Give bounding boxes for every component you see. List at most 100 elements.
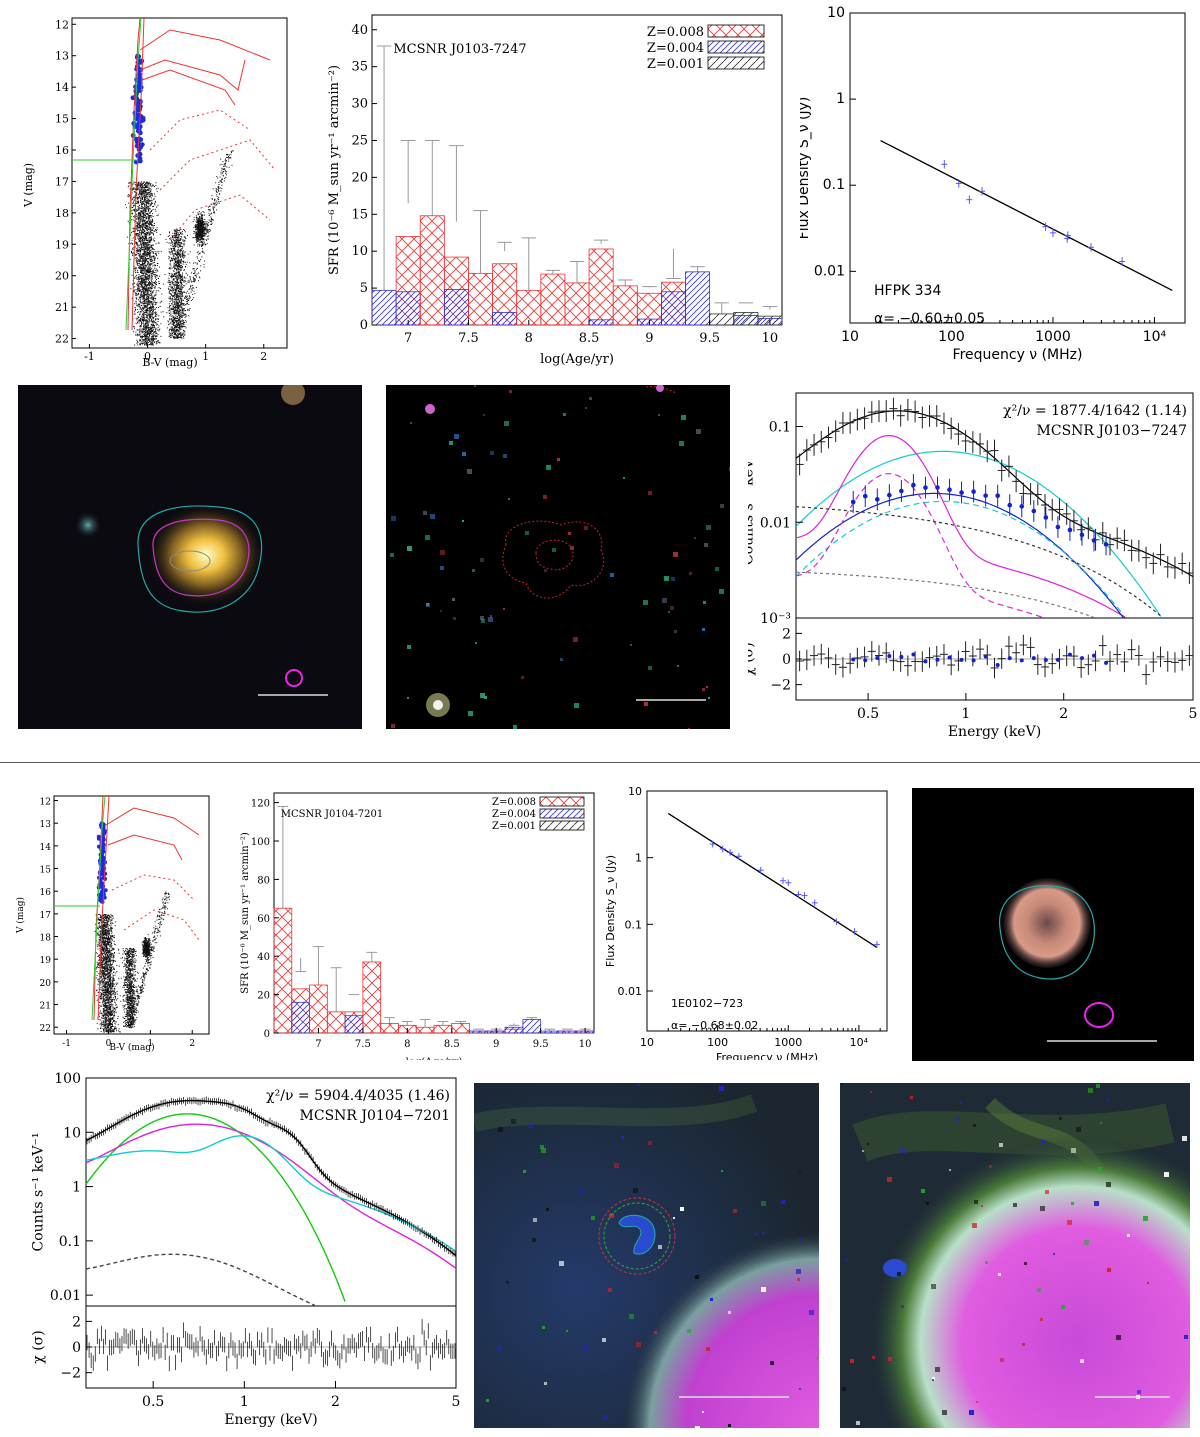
cmd-star-point: [134, 309, 136, 311]
cmd-star-point: [197, 232, 199, 234]
cmd-star-point: [147, 315, 149, 317]
cmd-star-point: [170, 260, 171, 262]
cmd-star-point: [140, 282, 142, 284]
cmd-star-point: [148, 322, 150, 324]
cmd-star-point: [154, 225, 155, 227]
cmd-star-point: [144, 319, 145, 321]
cmd-star-point: [176, 327, 178, 328]
cmd-star-point: [149, 252, 151, 254]
cmd-star-point: [182, 266, 183, 267]
cmd-star-point: [144, 312, 146, 313]
cmd-star-point: [143, 252, 145, 253]
cmd-star-point: [136, 187, 138, 189]
cmd-star-point: [138, 233, 140, 235]
cmd-star-point: [149, 294, 151, 296]
cmd-star-point: [180, 250, 182, 252]
cmd-star-point: [144, 209, 146, 211]
cmd-star-point: [144, 242, 146, 244]
cmd-star-point: [149, 272, 151, 274]
cmd-star-point: [152, 213, 153, 215]
cmd-star-point: [146, 281, 148, 283]
cmd-star-point: [143, 214, 145, 216]
cmd-star-point: [183, 262, 185, 263]
cmd-star-point: [144, 191, 146, 193]
cmd-star-point: [146, 328, 147, 330]
cmd-star-point: [141, 197, 142, 199]
cmd-star-point: [142, 300, 144, 302]
cmd-star-point: [159, 288, 161, 289]
cmd-star-point: [169, 335, 171, 337]
cmd-star-point: [222, 168, 224, 170]
cmd-star-point: [149, 228, 151, 230]
cmd-star-point: [175, 251, 177, 253]
cmd-star-point: [158, 287, 160, 289]
cmd-star-point: [143, 312, 145, 314]
cmd-star-point: [230, 153, 232, 155]
cmd-star-point: [139, 339, 141, 340]
cmd-star-point: [171, 303, 173, 305]
cmd-star-point: [154, 300, 156, 302]
cmd-star-point: [140, 256, 142, 258]
cmd-star-point: [213, 204, 215, 206]
cmd-star-point: [178, 298, 180, 300]
cmd-star-point: [143, 236, 145, 238]
cmd-star-point: [150, 183, 151, 185]
cmd-star-point: [140, 233, 142, 235]
cmd-star-point: [178, 253, 180, 255]
cmd-star-point: [143, 282, 144, 284]
cmd-star-point: [176, 304, 178, 306]
cmd-star-point: [200, 240, 202, 242]
cmd-star-point: [154, 308, 156, 310]
cmd-star-point: [151, 319, 153, 320]
cmd-star-point: [221, 164, 223, 166]
cmd-star-point: [189, 276, 191, 277]
cmd-star-point: [146, 303, 148, 305]
cmd-star-point: [147, 216, 149, 218]
cmd-star-point: [182, 253, 184, 255]
cmd-star-point: [202, 230, 204, 232]
cmd-star-point: [228, 157, 230, 159]
cmd-star-point: [151, 278, 153, 280]
cmd-star-point: [150, 214, 152, 216]
cmd-star-point: [192, 293, 194, 295]
cmd-star-point: [198, 219, 200, 221]
cmd-star-point: [179, 305, 181, 307]
cmd-star-point: [170, 313, 172, 315]
cmd-star-point: [145, 199, 146, 201]
cmd-star-point: [140, 321, 142, 322]
cmd-star-point: [151, 194, 153, 196]
cmd-star-point: [134, 182, 136, 184]
cmd-star-point: [144, 222, 146, 224]
cmd-star-point: [142, 201, 144, 203]
cmd-star-point: [151, 315, 153, 317]
cmd-star-point: [147, 182, 149, 184]
cmd-star-point: [218, 202, 220, 204]
cmd-star-point: [143, 313, 145, 315]
cmd-star-point: [137, 235, 139, 237]
cmd-star-point: [139, 283, 141, 284]
cmd-star-point: [182, 294, 184, 296]
cmd-star-point: [169, 281, 171, 283]
cmd-star-point: [137, 189, 138, 190]
cmd-star-point: [149, 212, 151, 214]
cmd-star-point: [135, 235, 137, 237]
cmd-star-point: [136, 297, 138, 299]
cmd-star-point: [174, 229, 176, 231]
cmd-star-point: [154, 331, 156, 332]
cmd-star-point: [147, 254, 149, 256]
cmd-star-point: [133, 228, 135, 230]
cmd-star-point: [143, 242, 145, 243]
cmd-star-point: [196, 224, 198, 226]
cmd-star-point: [168, 248, 170, 250]
cmd-star-point: [173, 270, 175, 272]
cmd-star-point: [226, 157, 228, 159]
cmd-star-point: [197, 238, 199, 240]
cmd-star-point: [142, 265, 144, 267]
cmd-star-point: [196, 238, 198, 240]
cmd-star-point: [223, 169, 225, 170]
cmd-star-point: [133, 216, 135, 218]
cmd-star-point: [139, 336, 141, 338]
cmd-star-point: [150, 287, 151, 289]
cmd-star-point: [174, 237, 176, 238]
cmd-star-point: [141, 280, 142, 281]
